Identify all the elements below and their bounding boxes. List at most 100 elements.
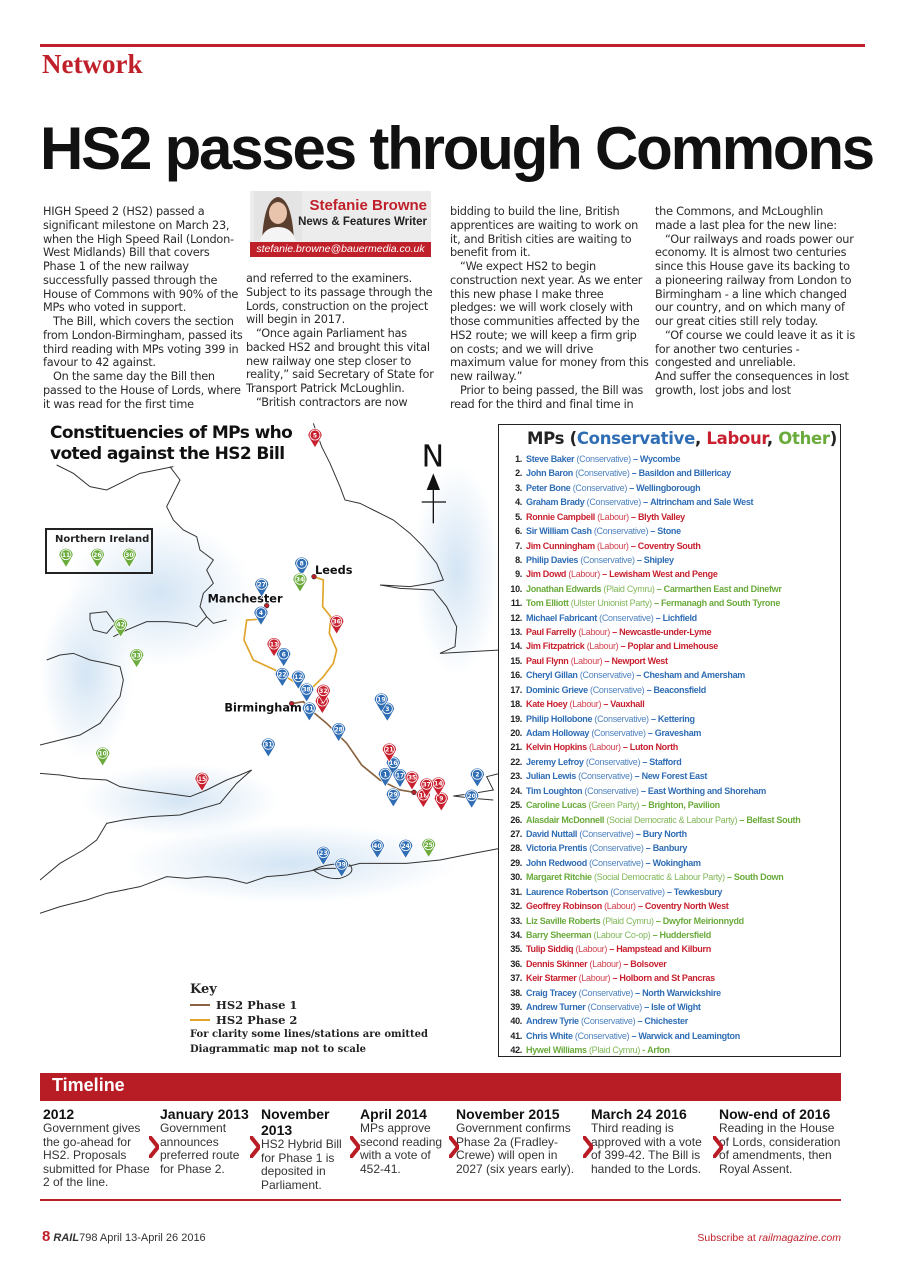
mp-constituency: Chichester bbox=[644, 1016, 688, 1027]
mp-constituency: Luton North bbox=[629, 742, 678, 753]
map-pin-icon bbox=[292, 572, 308, 593]
mp-separator: – bbox=[666, 886, 672, 897]
mp-party: (Ulster Unionist Party) bbox=[570, 598, 652, 609]
paragraph: and referred to the examiners. Subject t… bbox=[246, 272, 433, 327]
mp-list-item: 23. Julian Lewis (Conservative) – New For… bbox=[503, 769, 837, 783]
subscribe-link[interactable]: Subscribe at railmagazine.com bbox=[697, 1232, 841, 1244]
mp-constituency: Bolsover bbox=[630, 958, 667, 969]
mp-party: (Green Party) bbox=[588, 800, 640, 811]
mp-number: 37. bbox=[510, 973, 522, 984]
mp-number: 2. bbox=[515, 468, 522, 479]
mp-number: 32. bbox=[510, 901, 522, 912]
mp-name: Jonathan Edwards bbox=[526, 583, 602, 594]
map-pin-28: 28 bbox=[331, 722, 347, 743]
mp-number: 1. bbox=[515, 454, 522, 464]
issue-dates: April 13-April 26 2016 bbox=[99, 1232, 206, 1244]
mp-list-item: 2. John Baron (Conservative) – Basildon a… bbox=[503, 466, 837, 480]
map-pin-icon bbox=[121, 548, 137, 568]
mp-party: (Conservative) bbox=[584, 785, 639, 796]
northern-ireland-label: Northern Ireland bbox=[55, 534, 150, 545]
mp-separator: – bbox=[612, 627, 617, 638]
mp-constituency: Stafford bbox=[649, 756, 682, 767]
city-label-manchester: Manchester bbox=[208, 592, 283, 606]
map-pin-icon bbox=[329, 614, 345, 635]
timeline-text: Reading in the House of Lords, considera… bbox=[719, 1121, 841, 1176]
map-pin-number: 16 bbox=[389, 760, 397, 767]
mp-separator: – bbox=[645, 843, 651, 854]
mp-name: David Nuttall bbox=[526, 828, 578, 839]
headline: HS2 passes through Commons bbox=[40, 115, 875, 182]
timeline-entry: November 2015 Government confirms Phase 2… bbox=[456, 1106, 581, 1176]
timeline-date: April 2014 bbox=[360, 1106, 427, 1122]
map-pin-13: 13 bbox=[266, 637, 282, 658]
page-number: 8 bbox=[42, 1228, 51, 1245]
mp-name: Jeremy Lefroy bbox=[526, 756, 584, 767]
mp-party: (Labour) bbox=[569, 699, 602, 710]
mp-party: (Conservative) bbox=[580, 554, 635, 565]
mp-separator: – bbox=[739, 814, 745, 825]
mp-constituency: South Down bbox=[733, 872, 784, 883]
coastline bbox=[40, 423, 500, 914]
key-label: HS2 Phase 1 bbox=[216, 997, 298, 1012]
map-pin-icon bbox=[369, 839, 385, 859]
mp-constituency: Banbury bbox=[652, 843, 688, 854]
chevron-right-icon bbox=[713, 1136, 723, 1158]
mp-separator: – bbox=[647, 728, 653, 739]
map-pin-23: 23 bbox=[315, 846, 331, 866]
mp-list-item: 28. Victoria Prentis (Conservative) – Ban… bbox=[503, 841, 837, 855]
map-pin-icon bbox=[377, 767, 393, 788]
timeline-entry: April 2014 MPs approve second reading wit… bbox=[360, 1106, 452, 1176]
author-role: News & Features Writer bbox=[298, 216, 427, 228]
mp-number: 14. bbox=[510, 641, 522, 652]
mp-name: Jim Fitzpatrick bbox=[526, 641, 585, 652]
mp-list-item: 5. Ronnie Campbell (Labour) – Blyth Valle… bbox=[503, 510, 837, 524]
timeline-date: 2012 bbox=[43, 1106, 75, 1122]
paragraph: And suffer the consequences in lost grow… bbox=[655, 370, 849, 397]
mp-constituency: Wokingham bbox=[652, 857, 701, 868]
map-pin-25: 25 bbox=[421, 838, 437, 858]
mp-number: 34. bbox=[510, 929, 522, 940]
map-pin-37: 37 bbox=[419, 777, 435, 798]
mp-number: 5. bbox=[515, 511, 522, 522]
article-column-1: HIGH Speed 2 (HS2) passed a significant … bbox=[43, 205, 243, 411]
hs2-phase-2-east-line bbox=[311, 575, 338, 689]
author-email-link[interactable]: stefanie.browne@bauermedia.co.uk bbox=[250, 242, 431, 257]
mp-name: Graham Brady bbox=[526, 497, 585, 508]
map-pin-1: 1 bbox=[377, 767, 393, 788]
map-pin-number: 3 bbox=[385, 706, 389, 713]
map-pin-icon bbox=[276, 647, 292, 668]
map-pin-number: 27 bbox=[257, 582, 265, 589]
map-pin-number: 8 bbox=[300, 561, 304, 568]
mp-name: Caroline Lucas bbox=[526, 800, 587, 811]
map-pin-icon bbox=[373, 692, 389, 713]
mp-name: Julian Lewis bbox=[526, 771, 576, 782]
mp-list-item: 36. Dennis Skinner (Labour) – Bolsover bbox=[503, 957, 837, 971]
mp-number: 7. bbox=[515, 540, 522, 551]
key-note: For clarity some lines/stations are omit… bbox=[190, 1029, 428, 1040]
mp-separator: – bbox=[612, 973, 618, 984]
mp-party: (Labour) bbox=[604, 901, 636, 912]
map-pin-number: 35 bbox=[408, 775, 416, 782]
mp-name: Kelvin Hopkins bbox=[526, 742, 587, 753]
mp-name: Ronnie Campbell bbox=[526, 511, 596, 522]
mp-list-item: 41. Chris White (Conservative) – Warwick … bbox=[503, 1029, 837, 1043]
mp-number: 13. bbox=[510, 627, 522, 638]
map-pin-34: 34 bbox=[292, 572, 308, 593]
mp-party: (Social Democratic & Labour Party) bbox=[606, 814, 738, 825]
map-pin-icon bbox=[307, 428, 323, 449]
mp-name: Laurence Robertson bbox=[526, 886, 609, 897]
mp-list-item: 32. Geoffrey Robinson (Labour) – Coventry… bbox=[503, 899, 837, 913]
map-pin-17: 17 bbox=[392, 768, 408, 789]
map-pin-icon bbox=[301, 701, 317, 722]
mp-number: 27. bbox=[510, 828, 522, 839]
mp-list-item: 39. Andrew Turner (Conservative) – Isle o… bbox=[503, 1000, 837, 1014]
mp-constituency: Arfon bbox=[647, 1045, 670, 1056]
mp-name: Geoffrey Robinson bbox=[526, 901, 602, 912]
mp-name: Tim Loughton bbox=[526, 785, 583, 796]
paragraph: “Of course we could leave it as it is fo… bbox=[655, 328, 855, 370]
mp-party: (Conservative) bbox=[572, 482, 628, 493]
article-column-3: bidding to build the line, British appre… bbox=[450, 205, 650, 411]
mp-party: (Plaid Cymru) bbox=[603, 583, 655, 594]
mp-list-item: 8. Philip Davies (Conservative) – Shipley bbox=[503, 553, 837, 567]
mp-name: Hywel Williams bbox=[526, 1045, 587, 1056]
